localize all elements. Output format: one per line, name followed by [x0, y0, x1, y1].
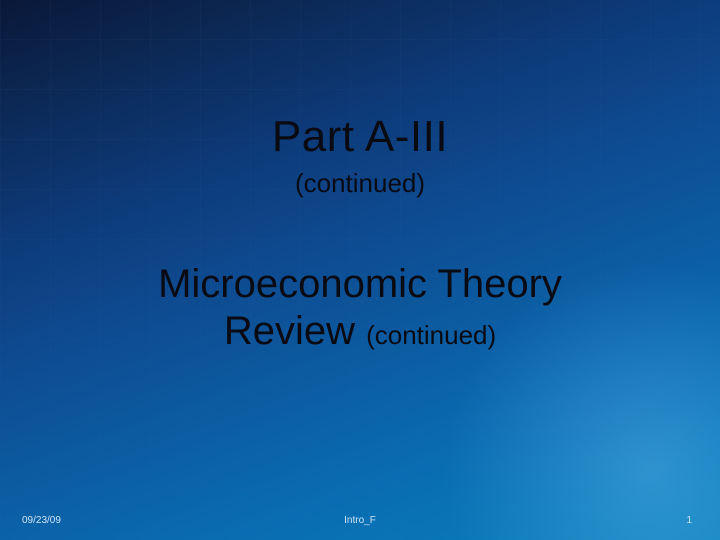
footer-page-number: 1	[686, 515, 692, 526]
footer-center: Intro_F	[0, 515, 720, 526]
subtitle-line2: Review (continued)	[0, 309, 720, 354]
subtitle-line2-large: Review	[224, 309, 355, 353]
subtitle-line2-small: (continued)	[366, 320, 496, 350]
subtitle-line1: Microeconomic Theory	[0, 262, 720, 307]
title-block: Part A-III (continued)	[0, 112, 720, 199]
slide: Part A-III (continued) Microeconomic The…	[0, 0, 720, 540]
title-main: Part A-III	[0, 112, 720, 162]
footer: 09/23/09 Intro_F 1	[0, 506, 720, 526]
slide-content: Part A-III (continued) Microeconomic The…	[0, 0, 720, 540]
subtitle-block: Microeconomic Theory Review (continued)	[0, 262, 720, 354]
title-sub: (continued)	[0, 168, 720, 199]
